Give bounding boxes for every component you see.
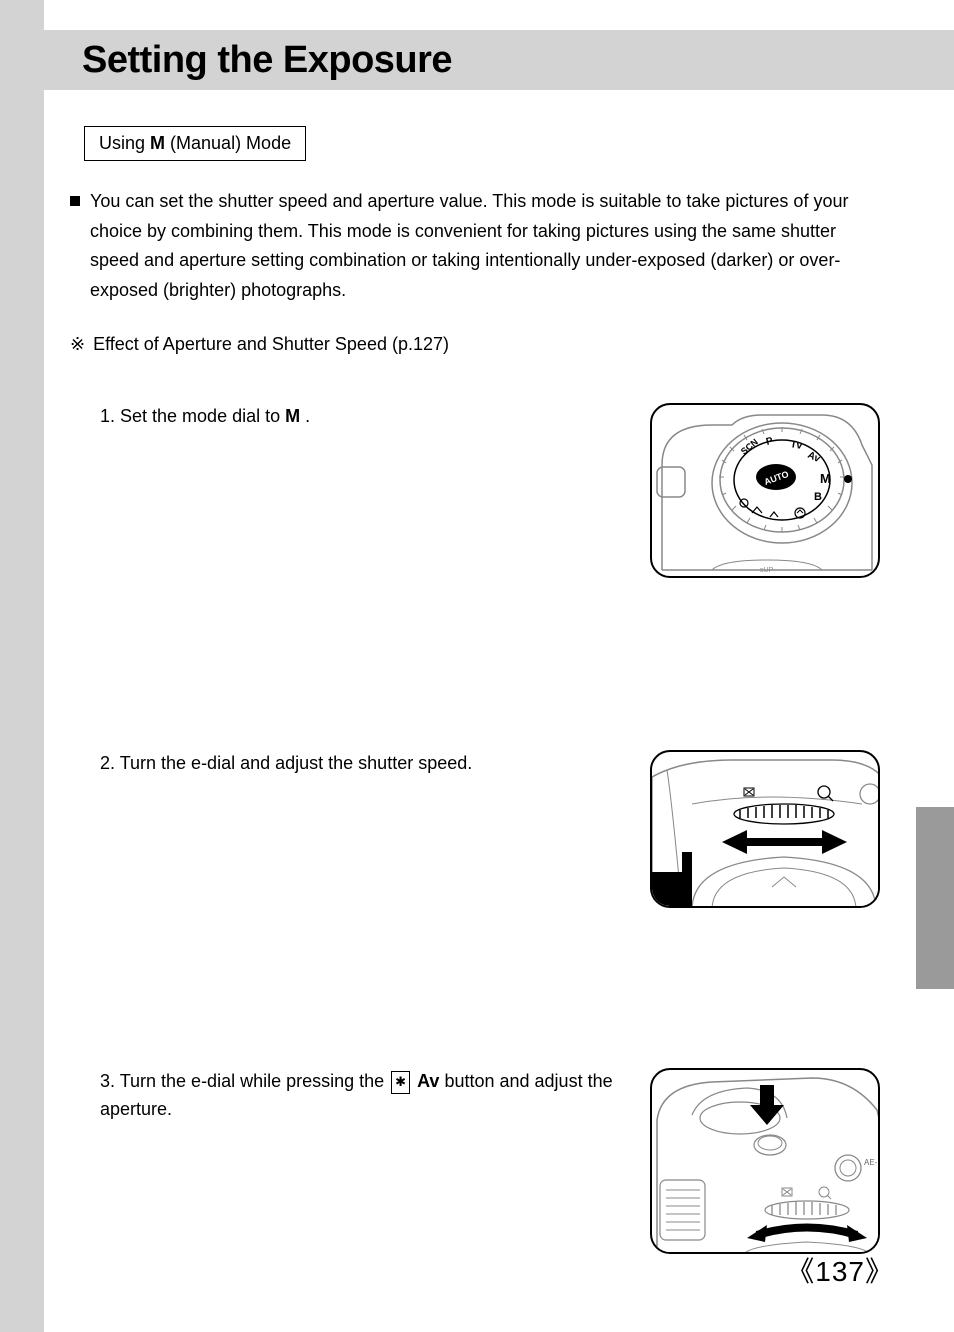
step-1-suffix: . (300, 406, 310, 426)
subheading-box: Using M (Manual) Mode (84, 126, 306, 161)
reference-text: Effect of Aperture and Shutter Speed (p.… (93, 330, 449, 360)
exposure-comp-icon: ✱ (391, 1071, 410, 1093)
step-3-prefix: 3. Turn the e-dial while pressing the (100, 1071, 389, 1091)
step-3: 3. Turn the e-dial while pressing the ✱ … (70, 1068, 880, 1254)
subheading-suffix: (Manual) Mode (165, 133, 291, 153)
header-bar: Setting the Exposure (44, 30, 954, 90)
subheading-prefix: Using (99, 133, 150, 153)
svg-text:M: M (820, 471, 831, 486)
svg-text:sUP: sUP (760, 567, 774, 574)
svg-text:AE-L: AE-L (864, 1158, 880, 1167)
figure-edial (650, 750, 880, 908)
side-chapter-tab (916, 807, 954, 989)
figure-mode-dial: sUP (650, 403, 880, 578)
step-2: 2. Turn the e-dial and adjust the shutte… (70, 750, 880, 908)
reference-row: ※ Effect of Aperture and Shutter Speed (… (70, 330, 880, 360)
step-1: 1. Set the mode dial to M . sUP (70, 403, 880, 578)
step-1-prefix: 1. Set the mode dial to (100, 406, 285, 426)
page-number: 《137》 (786, 1250, 894, 1290)
intro-paragraph: You can set the shutter speed and apertu… (70, 187, 880, 359)
step-2-text: 2. Turn the e-dial and adjust the shutte… (70, 750, 650, 778)
intro-text: You can set the shutter speed and apertu… (90, 187, 880, 306)
step-3-text: 3. Turn the e-dial while pressing the ✱ … (70, 1068, 650, 1124)
square-bullet-icon (70, 196, 80, 206)
manual-mode-glyph: M (150, 133, 165, 153)
left-margin-bar (0, 0, 44, 1332)
figure-av-button: AE-L (650, 1068, 880, 1254)
svg-text:B: B (814, 491, 822, 503)
av-label: Av (417, 1071, 439, 1091)
svg-text:Tv: Tv (789, 440, 803, 453)
content-area: Using M (Manual) Mode You can set the sh… (70, 120, 880, 1254)
reference-mark-icon: ※ (70, 330, 85, 360)
step-1-text: 1. Set the mode dial to M . (70, 403, 650, 431)
step-1-mode-glyph: M (285, 406, 300, 426)
page-title: Setting the Exposure (82, 39, 452, 82)
